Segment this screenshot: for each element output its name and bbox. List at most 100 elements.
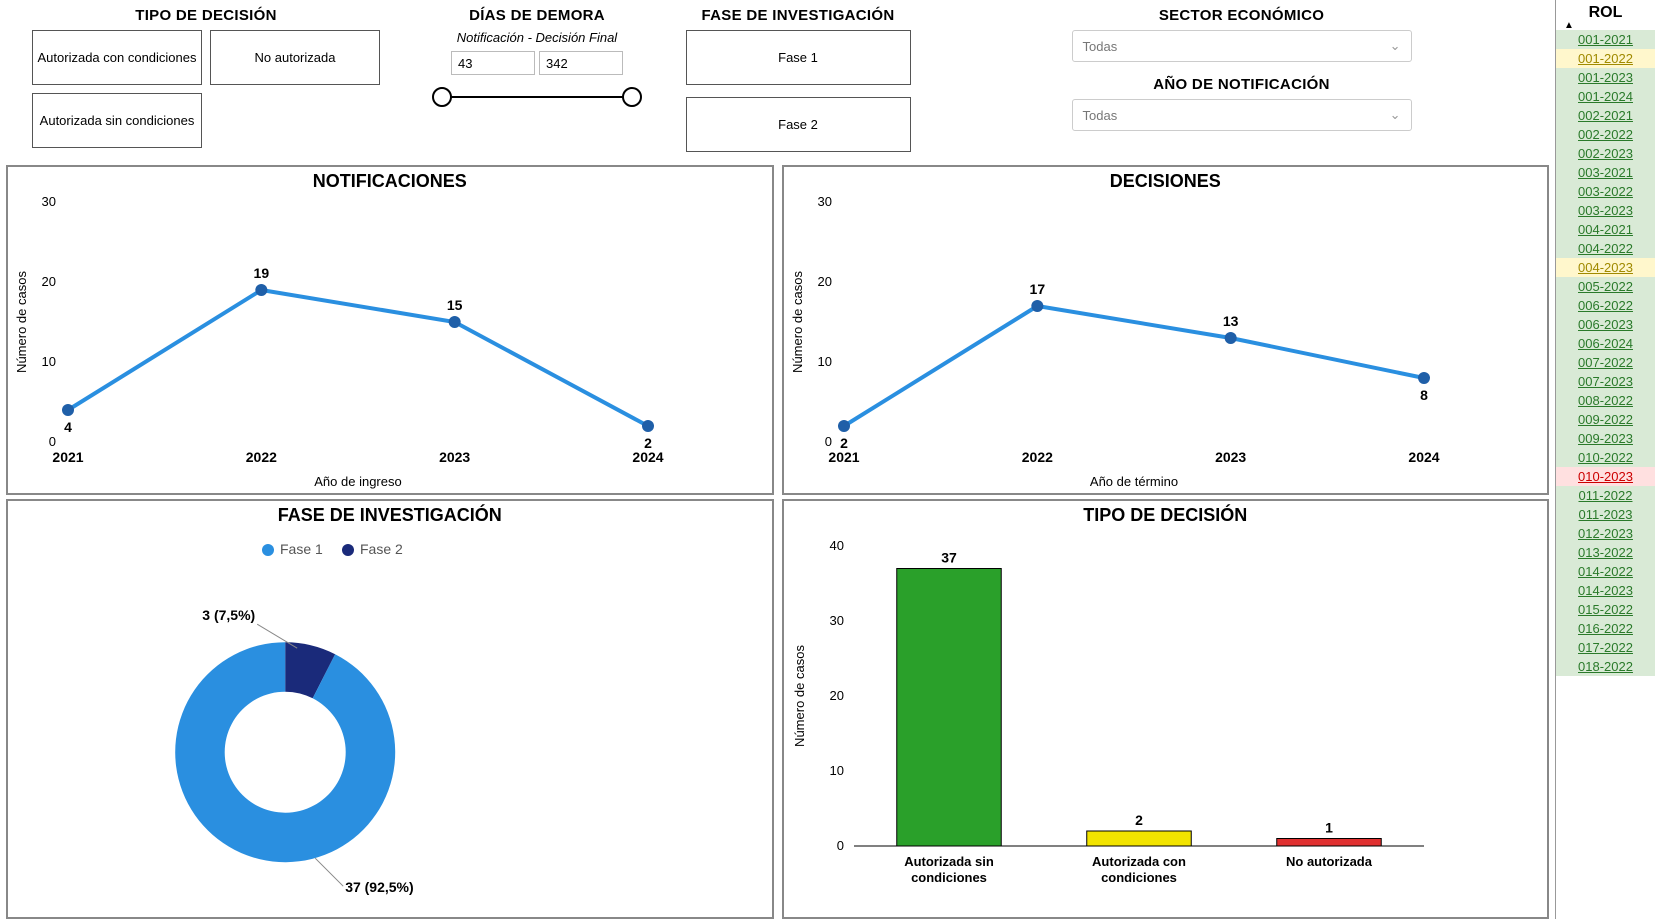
svg-text:17: 17 — [1029, 281, 1045, 297]
rol-item[interactable]: 004-2022 — [1556, 239, 1655, 258]
rol-item[interactable]: 013-2022 — [1556, 543, 1655, 562]
svg-text:30: 30 — [829, 613, 843, 628]
dropdown-anio-notificacion[interactable]: Todas ⌄ — [1072, 99, 1412, 131]
svg-text:10: 10 — [42, 354, 56, 369]
rol-item[interactable]: 002-2021 — [1556, 106, 1655, 125]
rol-item[interactable]: 010-2023 — [1556, 467, 1655, 486]
rol-item[interactable]: 003-2023 — [1556, 201, 1655, 220]
svg-text:3 (7,5%): 3 (7,5%) — [202, 607, 255, 623]
rol-item[interactable]: 003-2021 — [1556, 163, 1655, 182]
chart-notificaciones: NOTIFICACIONES 0102030Número de casos420… — [6, 165, 774, 495]
filter-dias-demora: DÍAS DE DEMORA Notificación - Decisión F… — [412, 4, 662, 165]
svg-text:30: 30 — [817, 194, 831, 209]
chart-decisiones: DECISIONES 0102030Número de casos2202117… — [782, 165, 1550, 495]
rol-item[interactable]: 001-2022 — [1556, 49, 1655, 68]
svg-text:40: 40 — [829, 538, 843, 553]
svg-text:condiciones: condiciones — [1101, 870, 1177, 885]
option-no-autorizada[interactable]: No autorizada — [210, 30, 380, 85]
rol-item[interactable]: 001-2024 — [1556, 87, 1655, 106]
svg-text:Fase 2: Fase 2 — [360, 541, 403, 557]
option-autorizada-sin-condiciones[interactable]: Autorizada sin condiciones — [32, 93, 202, 148]
svg-text:19: 19 — [254, 265, 270, 281]
rol-item[interactable]: 006-2023 — [1556, 315, 1655, 334]
rol-item[interactable]: 017-2022 — [1556, 638, 1655, 657]
chevron-down-icon: ⌄ — [1390, 38, 1401, 54]
rol-item[interactable]: 004-2021 — [1556, 220, 1655, 239]
donut-chart-svg: Fase 1Fase 23 (7,5%)37 (92,5%) — [8, 526, 668, 916]
rol-item[interactable]: 011-2023 — [1556, 505, 1655, 524]
rol-item[interactable]: 001-2023 — [1556, 68, 1655, 87]
rol-item[interactable]: 005-2022 — [1556, 277, 1655, 296]
chevron-down-icon: ⌄ — [1390, 107, 1401, 123]
bar-chart-svg: 010203040Número de casos37Autorizada sin… — [784, 526, 1444, 916]
rol-sidebar: ROL ▲ 001-2021001-2022001-2023001-202400… — [1555, 0, 1655, 919]
rol-item[interactable]: 002-2023 — [1556, 144, 1655, 163]
svg-text:2021: 2021 — [828, 449, 859, 465]
chart-title: FASE DE INVESTIGACIÓN — [8, 501, 772, 526]
svg-text:13: 13 — [1222, 313, 1238, 329]
rol-item[interactable]: 009-2023 — [1556, 429, 1655, 448]
range-slider[interactable] — [432, 85, 642, 109]
chart-title: NOTIFICACIONES — [8, 167, 772, 192]
rol-item[interactable]: 016-2022 — [1556, 619, 1655, 638]
rol-item[interactable]: 006-2022 — [1556, 296, 1655, 315]
rol-item[interactable]: 002-2022 — [1556, 125, 1655, 144]
svg-text:4: 4 — [64, 419, 72, 435]
range-min-input[interactable] — [451, 51, 535, 75]
svg-text:2: 2 — [1135, 812, 1143, 828]
slider-handle-min[interactable] — [432, 87, 452, 107]
range-max-input[interactable] — [539, 51, 623, 75]
dropdown-value: Todas — [1083, 108, 1118, 123]
rol-item[interactable]: 018-2022 — [1556, 657, 1655, 676]
svg-text:30: 30 — [42, 194, 56, 209]
filter-fase: FASE DE INVESTIGACIÓN Fase 1 Fase 2 — [668, 4, 928, 165]
svg-text:8: 8 — [1420, 387, 1428, 403]
rol-item[interactable]: 007-2022 — [1556, 353, 1655, 372]
filter-tipo-decision: TIPO DE DECISIÓN Autorizada con condicio… — [6, 4, 406, 165]
filter-right-column: SECTOR ECONÓMICO Todas ⌄ AÑO DE NOTIFICA… — [934, 4, 1549, 165]
filter-title: FASE DE INVESTIGACIÓN — [702, 7, 895, 24]
rol-item[interactable]: 014-2022 — [1556, 562, 1655, 581]
rol-item[interactable]: 008-2022 — [1556, 391, 1655, 410]
rol-item[interactable]: 009-2022 — [1556, 410, 1655, 429]
svg-text:20: 20 — [817, 274, 831, 289]
svg-text:Autorizada sin: Autorizada sin — [904, 854, 994, 869]
svg-text:Número de casos: Número de casos — [14, 271, 29, 373]
svg-text:2023: 2023 — [439, 449, 470, 465]
slider-handle-max[interactable] — [622, 87, 642, 107]
svg-text:0: 0 — [824, 434, 831, 449]
chart-title: DECISIONES — [784, 167, 1548, 192]
rol-item[interactable]: 010-2022 — [1556, 448, 1655, 467]
rol-item[interactable]: 011-2022 — [1556, 486, 1655, 505]
option-fase-1[interactable]: Fase 1 — [686, 30, 911, 85]
rol-item[interactable]: 006-2024 — [1556, 334, 1655, 353]
svg-text:1: 1 — [1325, 820, 1333, 836]
svg-text:Año de término: Año de término — [1089, 474, 1177, 489]
chart-title: TIPO DE DECISIÓN — [784, 501, 1548, 526]
svg-text:0: 0 — [836, 838, 843, 853]
svg-text:2022: 2022 — [246, 449, 277, 465]
filter-title: AÑO DE NOTIFICACIÓN — [1153, 76, 1330, 93]
rol-item[interactable]: 012-2023 — [1556, 524, 1655, 543]
svg-text:Número de casos: Número de casos — [792, 645, 807, 747]
filter-row: TIPO DE DECISIÓN Autorizada con condicio… — [0, 0, 1555, 165]
svg-text:10: 10 — [817, 354, 831, 369]
svg-text:10: 10 — [829, 763, 843, 778]
filter-title: TIPO DE DECISIÓN — [135, 7, 276, 24]
dropdown-sector[interactable]: Todas ⌄ — [1072, 30, 1412, 62]
svg-text:condiciones: condiciones — [911, 870, 987, 885]
rol-item[interactable]: 007-2023 — [1556, 372, 1655, 391]
rol-item[interactable]: 004-2023 — [1556, 258, 1655, 277]
rol-item[interactable]: 014-2023 — [1556, 581, 1655, 600]
line-chart-svg: 0102030Número de casos220211720221320238… — [784, 192, 1444, 492]
option-fase-2[interactable]: Fase 2 — [686, 97, 911, 152]
rol-item[interactable]: 001-2021 — [1556, 30, 1655, 49]
rol-item[interactable]: 003-2022 — [1556, 182, 1655, 201]
option-autorizada-con-condiciones[interactable]: Autorizada con condiciones — [32, 30, 202, 85]
filter-subtitle: Notificación - Decisión Final — [457, 30, 617, 45]
sort-ascending-icon[interactable]: ▲ — [1556, 22, 1655, 30]
svg-text:Número de casos: Número de casos — [790, 271, 805, 373]
rol-item[interactable]: 015-2022 — [1556, 600, 1655, 619]
filter-title: DÍAS DE DEMORA — [469, 7, 605, 24]
filter-title: SECTOR ECONÓMICO — [1159, 7, 1324, 24]
